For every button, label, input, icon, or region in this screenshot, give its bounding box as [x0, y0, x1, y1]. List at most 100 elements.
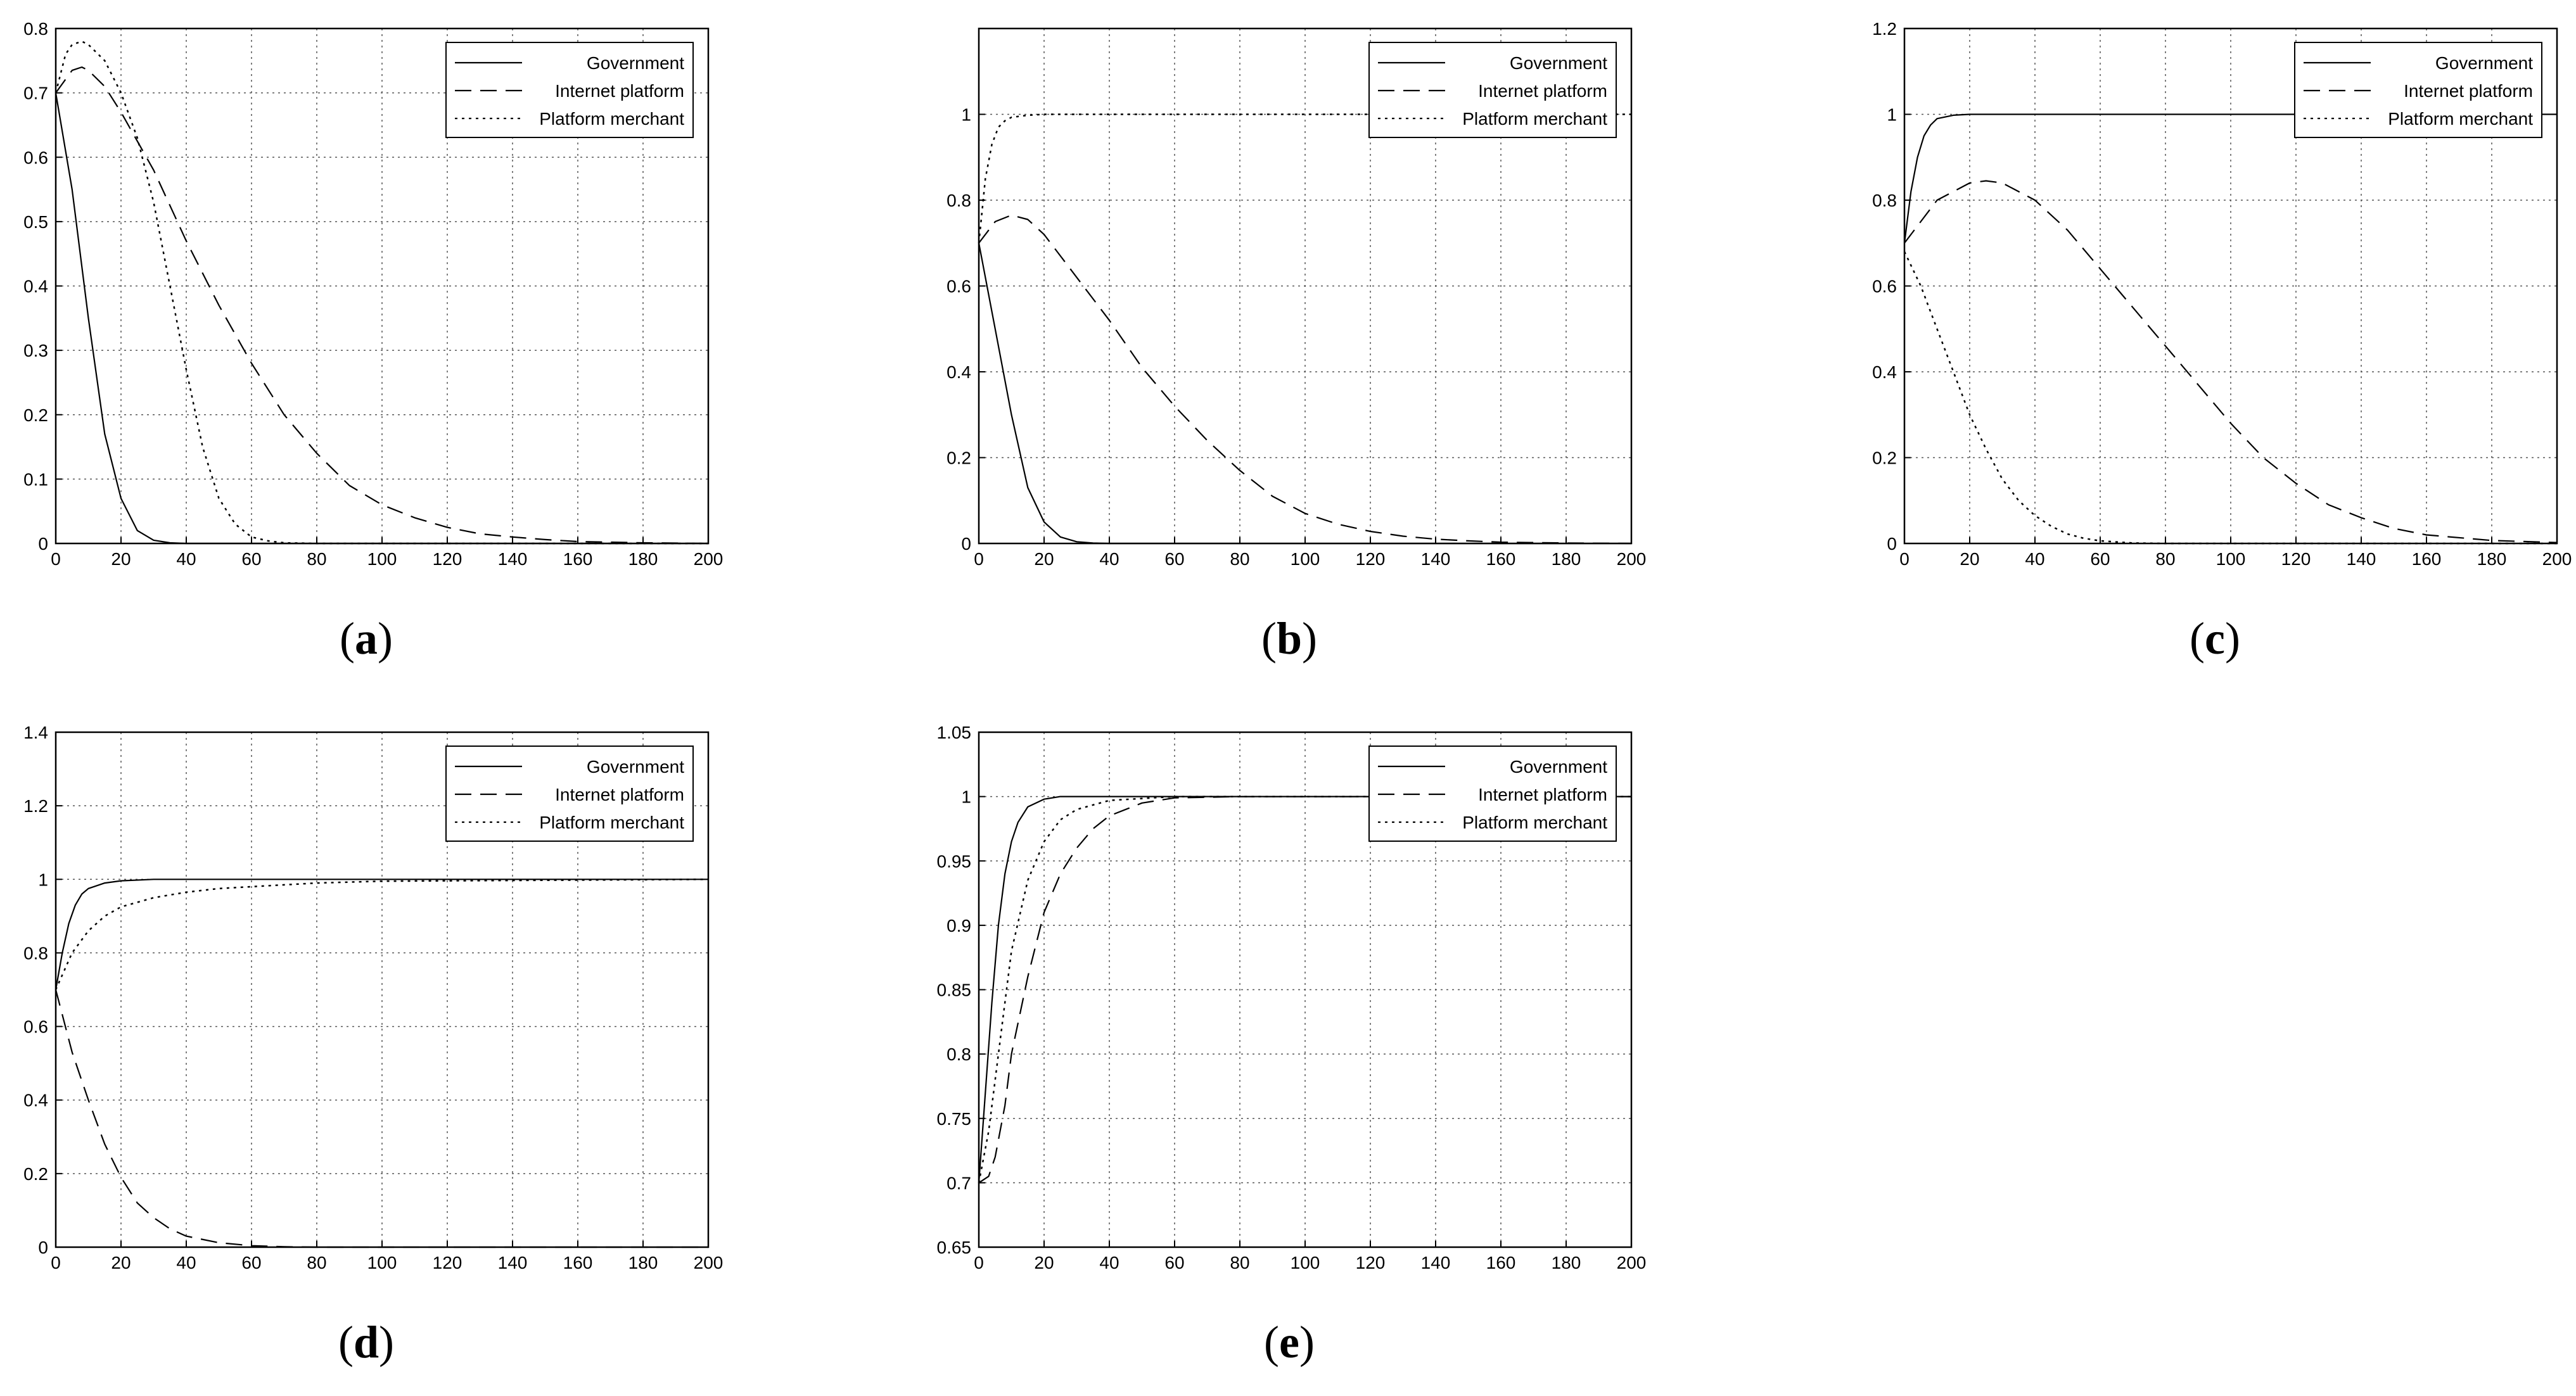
panel-caption: (e) [1264, 1317, 1315, 1367]
y-tick-label: 0.75 [937, 1109, 972, 1129]
x-tick-label: 200 [2542, 549, 2572, 569]
y-tick-label: 0.1 [23, 469, 48, 489]
x-tick-label: 120 [433, 549, 462, 569]
y-tick-label: 0.8 [947, 191, 971, 210]
legend: Government Internet platform Platform merc… [445, 42, 694, 138]
caption-paren: ( [2190, 613, 2205, 664]
y-tick-label: 0.4 [947, 362, 971, 382]
legend-label: Platform merchant [539, 109, 684, 129]
x-tick-label: 100 [1291, 549, 1320, 569]
series-line-internet-platform [1904, 180, 2558, 543]
x-tick-label: 0 [1899, 549, 1910, 569]
x-tick-label: 60 [2090, 549, 2110, 569]
legend-box [445, 42, 694, 138]
series-line-internet-platform [978, 214, 1632, 545]
legend-label: Government [587, 757, 684, 777]
panel-caption: (b) [1261, 613, 1317, 664]
x-tick-label: 120 [433, 1253, 462, 1272]
x-tick-label: 120 [2281, 549, 2311, 569]
caption-letter: b [1277, 613, 1302, 664]
x-tick-label: 20 [1034, 1253, 1054, 1272]
y-tick-label: 0.85 [937, 980, 972, 1000]
x-tick-label: 40 [176, 1253, 196, 1272]
x-tick-label: 160 [1486, 549, 1516, 569]
x-tick-label: 160 [2412, 549, 2442, 569]
y-tick-label: 0.65 [937, 1238, 972, 1257]
y-tick-label: 0.2 [23, 1164, 48, 1184]
series-line-platform-merchant [54, 879, 709, 991]
x-tick-label: 80 [2155, 549, 2175, 569]
legend-label: Government [1510, 53, 1607, 73]
x-tick-label: 100 [367, 1253, 397, 1272]
x-tick-label: 180 [628, 549, 658, 569]
y-tick-label: 0.8 [1872, 191, 1897, 210]
x-tick-label: 160 [563, 1253, 593, 1272]
y-tick-label: 1 [38, 870, 48, 889]
x-tick-label: 180 [1552, 1253, 1581, 1272]
x-tick-label: 40 [1099, 549, 1119, 569]
y-tick-label: 0.2 [947, 448, 971, 468]
chart-panel-d: 0 20 40 60 80 100 120 140 160 180 200 0 0.2 0.4 0.6 0.8… [23, 723, 723, 1367]
x-tick-label: 80 [307, 1253, 326, 1272]
y-tick-label: 0.3 [23, 341, 48, 360]
x-tick-label: 140 [1421, 549, 1451, 569]
x-tick-label: 200 [694, 1253, 724, 1272]
x-tick-label: 60 [241, 549, 261, 569]
y-tick-label: 0.6 [947, 277, 971, 296]
x-tick-label: 60 [1164, 1253, 1184, 1272]
chart-panel-c: 0 20 40 60 80 100 120 140 160 180 200 0 0.2 0.4 0.6 0.8… [1872, 19, 2572, 664]
x-tick-label: 20 [111, 1253, 131, 1272]
legend-label: Platform merchant [1462, 813, 1607, 832]
axes-frame [1903, 27, 2558, 545]
legend-label: Government [587, 53, 684, 73]
series-line-platform-merchant [978, 113, 1631, 243]
x-tick-label: 20 [111, 549, 131, 569]
x-tick-label: 200 [1617, 1253, 1647, 1272]
y-tick-label: 0.2 [1872, 448, 1897, 468]
y-tick-label: 0 [38, 534, 48, 554]
x-tick-label: 140 [2347, 549, 2376, 569]
legend: Government Internet platform Platform merc… [445, 746, 694, 842]
legend-label: Internet platform [555, 81, 684, 101]
y-tick-label: 0.8 [23, 19, 48, 39]
y-tick-label: 0.6 [23, 1017, 48, 1037]
y-tick-label: 1.4 [23, 723, 48, 742]
axes-frame [54, 731, 710, 1248]
chart-panel-a: 0 20 40 60 80 100 120 140 160 180 200 0 0.1 0.2 0.3 0.4… [23, 19, 723, 664]
series-line-platform-merchant [1903, 251, 2557, 545]
y-tick-label: 0.9 [947, 916, 971, 936]
x-tick-label: 100 [2216, 549, 2246, 569]
x-tick-label: 180 [2477, 549, 2507, 569]
series-line-government [54, 879, 708, 990]
x-tick-label: 200 [694, 549, 724, 569]
axes-frame [54, 27, 710, 545]
caption-paren: ) [1302, 613, 1317, 664]
y-tick-label: 1 [1887, 105, 1897, 125]
x-tick-label: 80 [307, 549, 326, 569]
y-tick-label: 0.4 [23, 1091, 48, 1110]
x-tick-label: 0 [974, 549, 984, 569]
x-tick-label: 100 [1291, 1253, 1320, 1272]
series-line-platform-merchant [54, 41, 708, 545]
x-tick-label: 80 [1230, 1253, 1249, 1272]
x-tick-label: 100 [367, 549, 397, 569]
legend-label: Platform merchant [1462, 109, 1607, 129]
y-tick-label: 0 [38, 1238, 48, 1257]
legend-label: Platform merchant [539, 813, 684, 832]
chart-panel-b: 0 20 40 60 80 100 120 140 160 180 200 0 0.2 0.4 0.6 0.8… [947, 27, 1646, 664]
x-tick-label: 20 [1960, 549, 1979, 569]
legend-label: Platform merchant [2388, 109, 2533, 129]
legend: Government Internet platform Platform merc… [1368, 746, 1617, 842]
y-tick-label: 0.7 [23, 84, 48, 103]
x-tick-label: 0 [51, 1253, 61, 1272]
caption-paren: ) [379, 1317, 394, 1367]
x-tick-label: 160 [563, 549, 593, 569]
panel-caption: (d) [338, 1317, 394, 1367]
series-line-government [1903, 113, 2557, 243]
series-line-internet-platform [55, 66, 709, 545]
y-tick-label: 0.8 [947, 1044, 971, 1064]
y-tick-label: 0 [961, 534, 971, 554]
legend: Government Internet platform Platform merc… [1368, 42, 1617, 138]
legend-label: Government [1510, 757, 1607, 777]
caption-letter: d [354, 1317, 379, 1367]
